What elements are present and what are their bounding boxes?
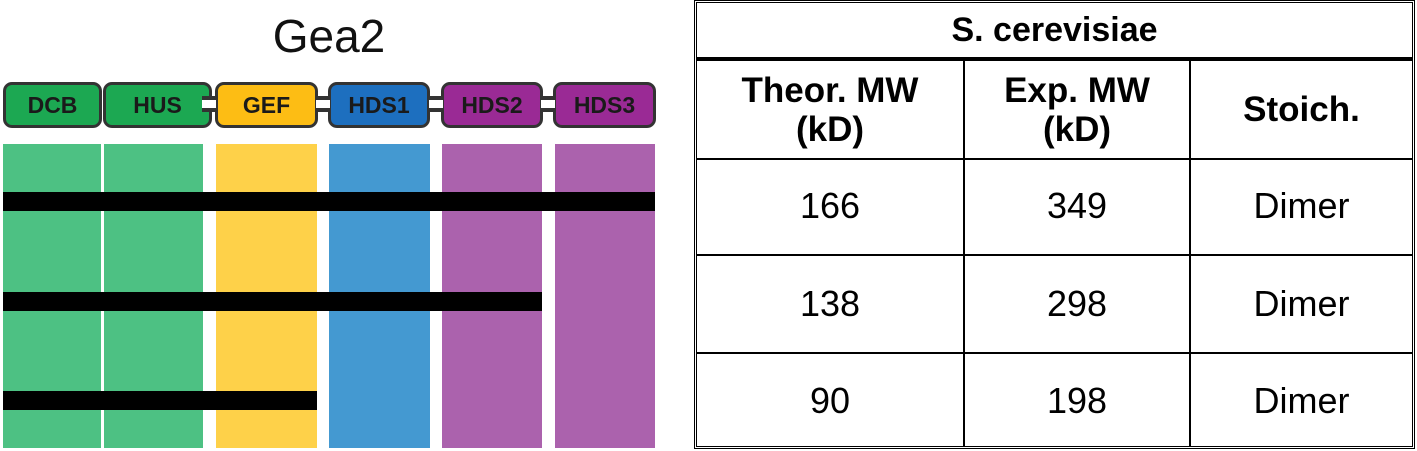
exp-mw-cell: 198 xyxy=(1046,380,1108,421)
theor-mw-cell: 166 xyxy=(799,185,861,226)
column-divider xyxy=(1189,60,1191,446)
construct-bar xyxy=(3,292,542,311)
table-row: 90 198 Dimer xyxy=(697,354,1412,448)
stoich-cell: Dimer xyxy=(1253,283,1350,324)
construct-bar xyxy=(3,391,317,410)
header-stoich: Stoich. xyxy=(1243,90,1360,129)
table-title-row: S. cerevisiae xyxy=(697,3,1412,59)
domain-hds1: HDS1 xyxy=(328,82,430,128)
theor-mw-cell: 90 xyxy=(809,380,851,421)
stoich-cell: Dimer xyxy=(1253,185,1350,226)
domain-dcb: DCB xyxy=(3,82,102,128)
protein-title: Gea2 xyxy=(272,10,386,62)
column-divider xyxy=(963,60,965,446)
exp-mw-cell: 349 xyxy=(1046,185,1108,226)
table-header-row: Theor. MW (kD) Exp. MW (kD) Stoich. xyxy=(697,59,1412,160)
linker-icon xyxy=(429,96,443,112)
linker-icon xyxy=(316,96,330,112)
domain-hds2: HDS2 xyxy=(441,82,543,128)
header-exp-mw: Exp. MW (kD) xyxy=(1004,70,1150,149)
domain-hds3: HDS3 xyxy=(553,82,656,128)
header-theor-mw: Theor. MW (kD) xyxy=(741,70,919,149)
linker-icon xyxy=(541,96,555,112)
domain-gef: GEF xyxy=(215,82,318,128)
theor-mw-cell: 138 xyxy=(799,283,861,324)
construct-bar xyxy=(3,192,655,211)
molecular-weight-table: S. cerevisiae Theor. MW (kD) Exp. MW (kD… xyxy=(694,0,1415,449)
stoich-cell: Dimer xyxy=(1253,380,1350,421)
domain-band-hds3 xyxy=(555,144,655,448)
table-row: 138 298 Dimer xyxy=(697,256,1412,354)
exp-mw-cell: 298 xyxy=(1046,283,1108,324)
table-row: 166 349 Dimer xyxy=(697,158,1412,256)
table-title: S. cerevisiae xyxy=(951,10,1158,49)
linker-icon xyxy=(202,96,216,112)
domain-hus: HUS xyxy=(103,82,212,128)
